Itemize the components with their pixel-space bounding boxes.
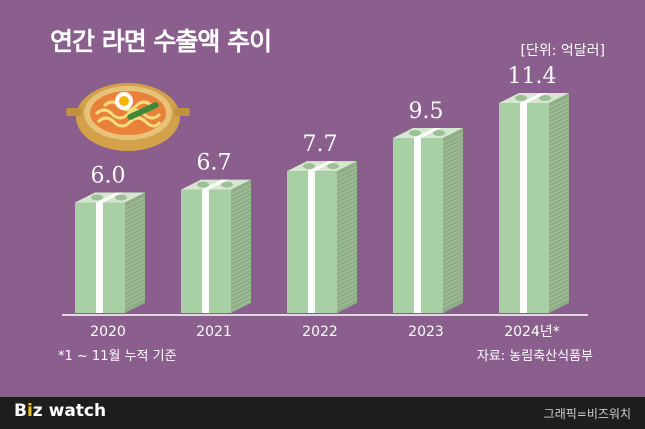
money-band-top [520, 93, 547, 103]
bill-portrait [327, 163, 339, 170]
bar-2020: 6.0 2020 [75, 163, 146, 340]
source-label: 자료: 농림축산식품부 [476, 349, 593, 364]
value-label: 9.5 [409, 99, 444, 124]
money-band [414, 138, 421, 313]
bill-portrait [115, 194, 127, 201]
bar-chart: 6.0 2020 6.7 2021 7.7 2022 9.5 2023 11.4 2024년* [62, 64, 588, 340]
money-band-top [202, 179, 229, 190]
bill-portrait [515, 95, 527, 101]
chart-title: 연간 라면 수출액 추이 [50, 27, 272, 56]
money-band-top [308, 161, 335, 172]
graphic-credit: 그래픽=비즈워치 [543, 407, 631, 421]
bar-2021: 6.7 2021 [181, 151, 252, 340]
money-band-top [414, 128, 441, 138]
category-label: 2024년* [504, 324, 560, 340]
brand-rest: z watch [32, 401, 107, 421]
value-label: 6.7 [197, 151, 232, 176]
money-band [308, 171, 315, 313]
value-label: 6.0 [91, 163, 126, 188]
bar-2024년*: 11.4 2024년* [499, 64, 570, 340]
bill-portrait [197, 181, 209, 188]
bar-2023: 9.5 2023 [393, 99, 464, 340]
footer-bar: Biz watch 그래픽=비즈워치 [0, 397, 645, 429]
bar-side [231, 179, 251, 313]
money-band [202, 189, 209, 313]
category-label: 2020 [90, 324, 126, 340]
bill-portrait [409, 130, 421, 136]
bill-portrait [539, 95, 551, 101]
bar-side [125, 192, 145, 313]
brand-i: i [26, 401, 33, 421]
bar-2022: 7.7 2022 [287, 132, 358, 340]
bill-portrait [91, 194, 103, 201]
money-band [520, 103, 527, 313]
bar-side [337, 161, 357, 313]
bill-portrait [433, 130, 445, 136]
bar-side [443, 128, 463, 313]
unit-label: [단위: 억달러] [520, 43, 606, 59]
ramen-pot-icon [66, 83, 190, 151]
bill-portrait [303, 163, 315, 170]
category-label: 2023 [408, 324, 444, 340]
brand-logo: Biz watch [14, 401, 106, 421]
money-band [96, 202, 103, 313]
value-label: 7.7 [303, 132, 338, 157]
bill-portrait [221, 181, 233, 188]
brand-b: B [14, 401, 27, 421]
category-label: 2022 [302, 324, 338, 340]
money-band-top [96, 192, 123, 203]
value-label: 11.4 [508, 64, 557, 89]
footnote: *1 ~ 11월 누적 기준 [58, 349, 177, 364]
category-label: 2021 [196, 324, 232, 340]
